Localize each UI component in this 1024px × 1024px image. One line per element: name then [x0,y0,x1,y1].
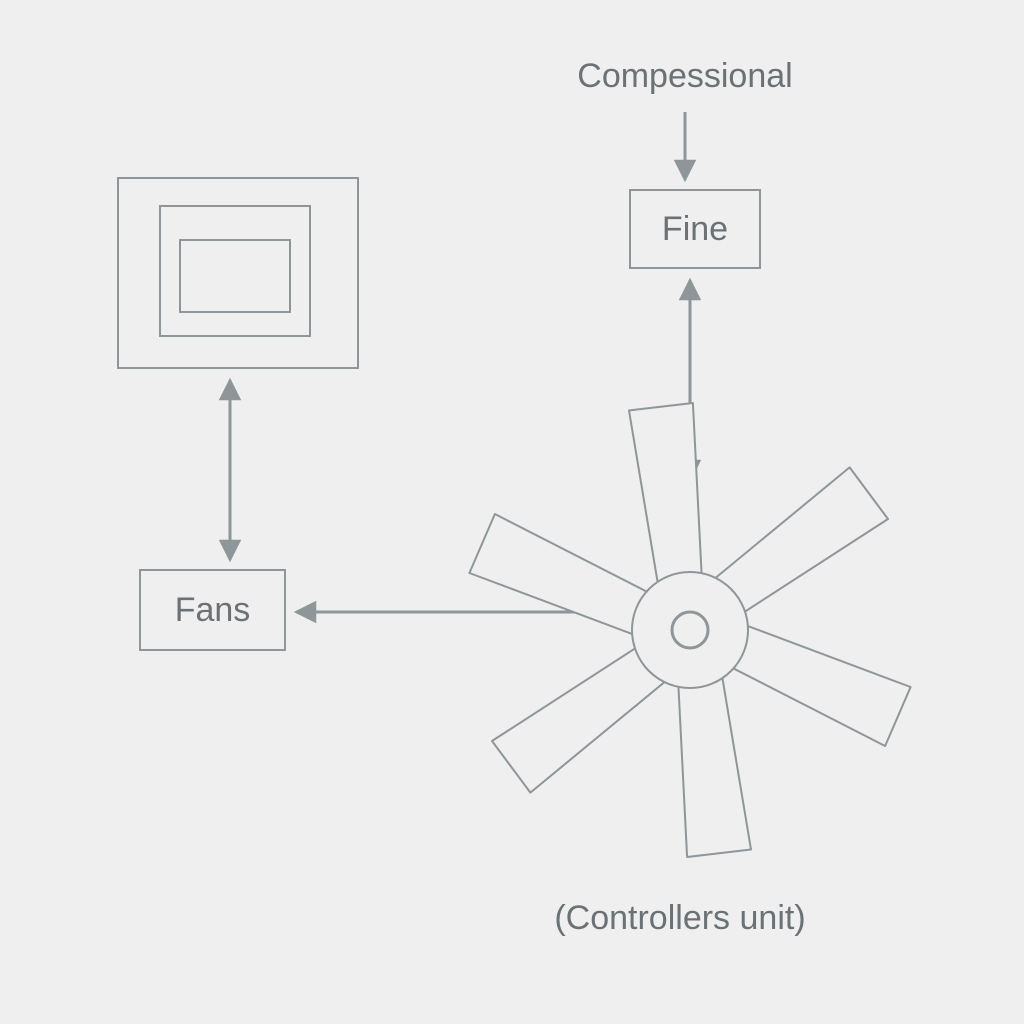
diagram-canvas: Fine Fans Compessional (Controllers unit… [0,0,1024,1024]
compessional-label: Compessional [577,57,792,95]
flowchart-svg: Fine Fans Compessional (Controllers unit… [0,0,1024,1024]
fans-label: Fans [175,591,251,629]
fine-label: Fine [662,210,728,248]
fan-hub-inner [672,612,708,648]
controllers-unit-caption: (Controllers unit) [554,899,805,937]
